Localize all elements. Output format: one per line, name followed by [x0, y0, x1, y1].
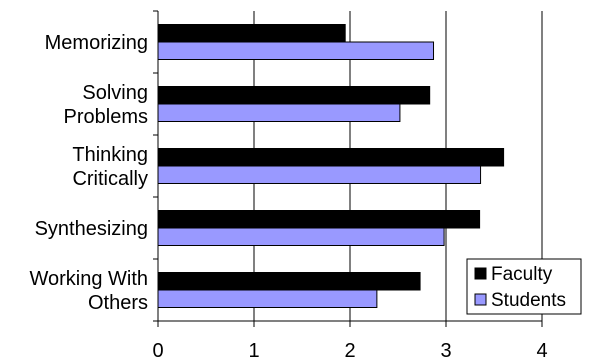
bar-students	[157, 41, 435, 60]
bars	[157, 24, 505, 308]
x-axis-tick-label: 0	[152, 340, 163, 360]
bar-faculty	[157, 24, 346, 43]
bar-faculty	[157, 148, 505, 167]
category-label: Memorizing	[45, 32, 148, 54]
legend-label-students: Students	[491, 290, 566, 311]
legend-swatch-students	[474, 293, 487, 306]
category-label: Problems	[64, 106, 148, 128]
bar-faculty	[157, 210, 481, 229]
category-label: Others	[88, 292, 148, 314]
bar-students	[157, 165, 482, 184]
category-label: Working With	[29, 268, 148, 290]
category-label: Solving	[82, 82, 148, 104]
x-axis-tick-labels: 0 1 2 3 4	[152, 340, 547, 360]
bar-faculty	[157, 86, 431, 105]
category-label: Synthesizing	[35, 218, 148, 240]
bar-students	[157, 103, 401, 122]
bar-students	[157, 227, 445, 246]
x-axis-tick-label: 4	[536, 340, 547, 360]
bar-students	[157, 289, 378, 308]
category-label: Critically	[72, 168, 148, 190]
bar-faculty	[157, 272, 421, 291]
x-axis-tick-label: 3	[440, 340, 451, 360]
legend: Faculty Students	[466, 258, 582, 315]
legend-label-faculty: Faculty	[491, 264, 553, 285]
x-axis-ticks	[153, 10, 543, 327]
x-axis-tick-label: 2	[344, 340, 355, 360]
category-label: Thinking	[72, 144, 148, 166]
legend-swatch-faculty	[474, 267, 487, 280]
x-axis-tick-label: 1	[248, 340, 259, 360]
